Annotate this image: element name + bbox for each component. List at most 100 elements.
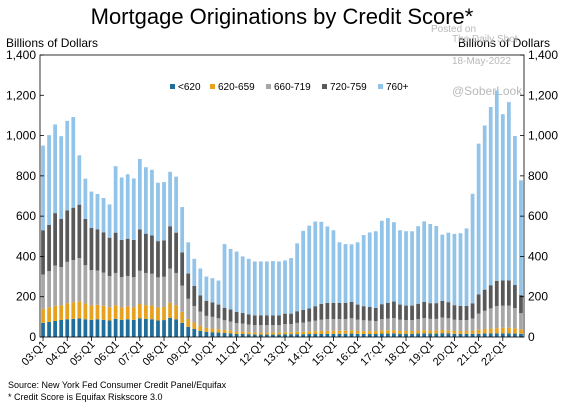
bar-segment-s0-q31 — [228, 333, 233, 337]
bar-segment-s3-q18 — [150, 235, 154, 274]
bar-segment-s2-q64 — [428, 318, 433, 331]
footnote: * Credit Score is Equifax Riskscore 3.0 — [8, 392, 163, 402]
bar-segment-s2-q16 — [137, 270, 142, 304]
bar-segment-s4-q71 — [470, 193, 475, 304]
bar-segment-s4-q42 — [295, 243, 299, 312]
bar-segment-s1-q76 — [500, 327, 505, 334]
x-tick-label-15: 18:Q1 — [382, 339, 412, 369]
bar-stack-group — [41, 90, 523, 337]
bar-segment-s1-q75 — [494, 328, 499, 334]
y-tick-label-left-6: 1,200 — [6, 88, 36, 102]
bar-segment-s0-q26 — [198, 330, 203, 337]
bar-segment-s3-q69 — [458, 305, 463, 321]
bar-segment-s3-q15 — [131, 239, 136, 278]
bar-segment-s3-q40 — [283, 313, 287, 325]
y-tick-label-right-6: 1,200 — [528, 88, 558, 102]
bar-segment-s2-q52 — [355, 319, 360, 331]
bar-segment-s2-q27 — [204, 315, 209, 328]
bar-segment-s1-q30 — [222, 329, 227, 333]
bar-segment-s2-q22 — [174, 272, 178, 306]
bar-segment-s3-q47 — [325, 302, 330, 320]
bar-segment-s1-q55 — [373, 331, 378, 334]
bar-segment-s4-q69 — [458, 233, 463, 306]
bar-segment-s2-q26 — [198, 311, 203, 326]
bar-segment-s1-q17 — [144, 305, 148, 319]
bar-segment-s0-q50 — [343, 333, 348, 337]
legend-label-3: 720-759 — [330, 82, 367, 93]
bar-segment-s3-q67 — [446, 302, 451, 319]
bar-segment-s3-q31 — [228, 309, 233, 322]
bar-segment-s2-q21 — [168, 268, 172, 303]
bar-segment-s3-q50 — [343, 302, 348, 320]
bar-segment-s3-q76 — [500, 280, 505, 306]
bar-segment-s1-q53 — [361, 331, 366, 334]
bar-segment-s4-q35 — [252, 261, 257, 316]
bar-segment-s1-q47 — [325, 330, 330, 334]
bar-segment-s2-q53 — [361, 320, 366, 332]
bar-segment-s0-q79 — [519, 333, 523, 337]
bar-segment-s0-q24 — [186, 326, 191, 337]
legend-label-4: 760+ — [386, 82, 409, 93]
bar-segment-s4-q48 — [331, 230, 336, 303]
bar-segment-s1-q11 — [107, 307, 112, 321]
bar-segment-s4-q57 — [386, 218, 390, 303]
bar-segment-s1-q42 — [295, 331, 299, 335]
y-tick-label-left-5: 1,000 — [6, 129, 36, 143]
bar-segment-s0-q30 — [222, 332, 227, 337]
bar-segment-s1-q69 — [458, 330, 463, 334]
bar-segment-s3-q56 — [379, 304, 384, 320]
bar-segment-s1-q62 — [416, 330, 420, 334]
bar-segment-s2-q31 — [228, 321, 233, 331]
bar-segment-s3-q64 — [428, 303, 433, 319]
bar-segment-s4-q25 — [192, 258, 197, 286]
bar-segment-s1-q8 — [89, 305, 94, 320]
bar-segment-s2-q55 — [373, 321, 378, 332]
bar-segment-s3-q34 — [246, 314, 251, 325]
bar-segment-s1-q26 — [198, 325, 203, 331]
bar-segment-s4-q11 — [107, 204, 112, 238]
bar-segment-s0-q38 — [271, 334, 275, 337]
bar-segment-s3-q24 — [186, 273, 191, 299]
bar-segment-s2-q58 — [392, 318, 396, 331]
bar-segment-s4-q13 — [119, 177, 124, 240]
bar-segment-s4-q49 — [337, 242, 342, 303]
bar-segment-s1-q40 — [283, 332, 287, 335]
bar-segment-s2-q35 — [252, 325, 257, 333]
bar-segment-s3-q51 — [349, 301, 354, 319]
bar-segment-s3-q3 — [59, 218, 64, 268]
bar-segment-s0-q52 — [355, 333, 360, 337]
bar-segment-s3-q9 — [95, 229, 100, 271]
legend-swatch-2 — [266, 84, 271, 89]
bar-segment-s3-q52 — [355, 304, 360, 320]
bar-segment-s4-q76 — [500, 114, 505, 281]
bar-segment-s3-q19 — [156, 241, 160, 278]
bar-segment-s4-q38 — [271, 261, 275, 316]
bar-segment-s3-q29 — [216, 304, 221, 319]
bar-segment-s0-q43 — [301, 334, 306, 337]
bar-segment-s2-q62 — [416, 319, 420, 331]
bar-segment-s4-q30 — [222, 244, 227, 308]
bar-segment-s3-q72 — [476, 294, 481, 314]
bar-segment-s0-q47 — [325, 333, 330, 337]
bar-segment-s2-q43 — [301, 322, 306, 332]
bar-segment-s3-q77 — [507, 280, 511, 306]
bar-segment-s4-q32 — [234, 251, 239, 313]
bar-segment-s3-q75 — [494, 280, 499, 306]
x-tick-label-4: 07:Q1 — [116, 339, 146, 369]
bar-segment-s2-q44 — [307, 321, 312, 332]
bar-segment-s4-q14 — [125, 174, 130, 239]
bar-segment-s3-q70 — [464, 305, 469, 321]
bar-segment-s0-q57 — [386, 333, 390, 337]
bar-segment-s0-q3 — [59, 319, 64, 337]
bar-segment-s3-q5 — [71, 207, 76, 261]
y-tick-label-right-3: 600 — [528, 209, 548, 223]
x-tick-label-11: 14:Q1 — [286, 339, 316, 369]
bar-segment-s0-q48 — [331, 333, 336, 337]
bar-segment-s1-q34 — [246, 332, 251, 335]
bar-segment-s2-q46 — [319, 319, 324, 331]
bar-segment-s0-q55 — [373, 333, 378, 337]
x-tick-label-7: 10:Q1 — [189, 339, 219, 369]
bar-segment-s0-q41 — [289, 334, 293, 337]
bar-segment-s3-q13 — [119, 239, 124, 278]
bar-segment-s0-q22 — [174, 319, 178, 337]
